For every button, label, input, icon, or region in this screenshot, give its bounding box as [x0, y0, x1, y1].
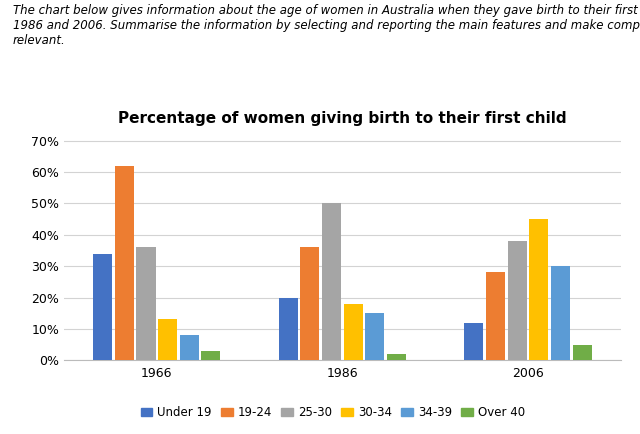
Bar [136, 247, 156, 360]
Bar [158, 319, 177, 360]
Bar [322, 204, 341, 360]
Bar [387, 354, 406, 360]
Title: Percentage of women giving birth to their first child: Percentage of women giving birth to thei… [118, 112, 566, 126]
Bar [115, 166, 134, 360]
Bar [465, 322, 483, 360]
Text: The chart below gives information about the age of women in Australia when they : The chart below gives information about … [13, 4, 640, 47]
Bar [202, 351, 220, 360]
Bar [279, 298, 298, 360]
Bar [486, 273, 505, 360]
Bar [551, 266, 570, 360]
Legend: Under 19, 19-24, 25-30, 30-34, 34-39, Over 40: Under 19, 19-24, 25-30, 30-34, 34-39, Ov… [136, 401, 530, 424]
Bar [300, 247, 319, 360]
Bar [180, 335, 199, 360]
Bar [93, 253, 112, 360]
Bar [508, 241, 527, 360]
Bar [529, 219, 548, 360]
Bar [573, 345, 591, 360]
Bar [365, 313, 385, 360]
Bar [344, 304, 363, 360]
